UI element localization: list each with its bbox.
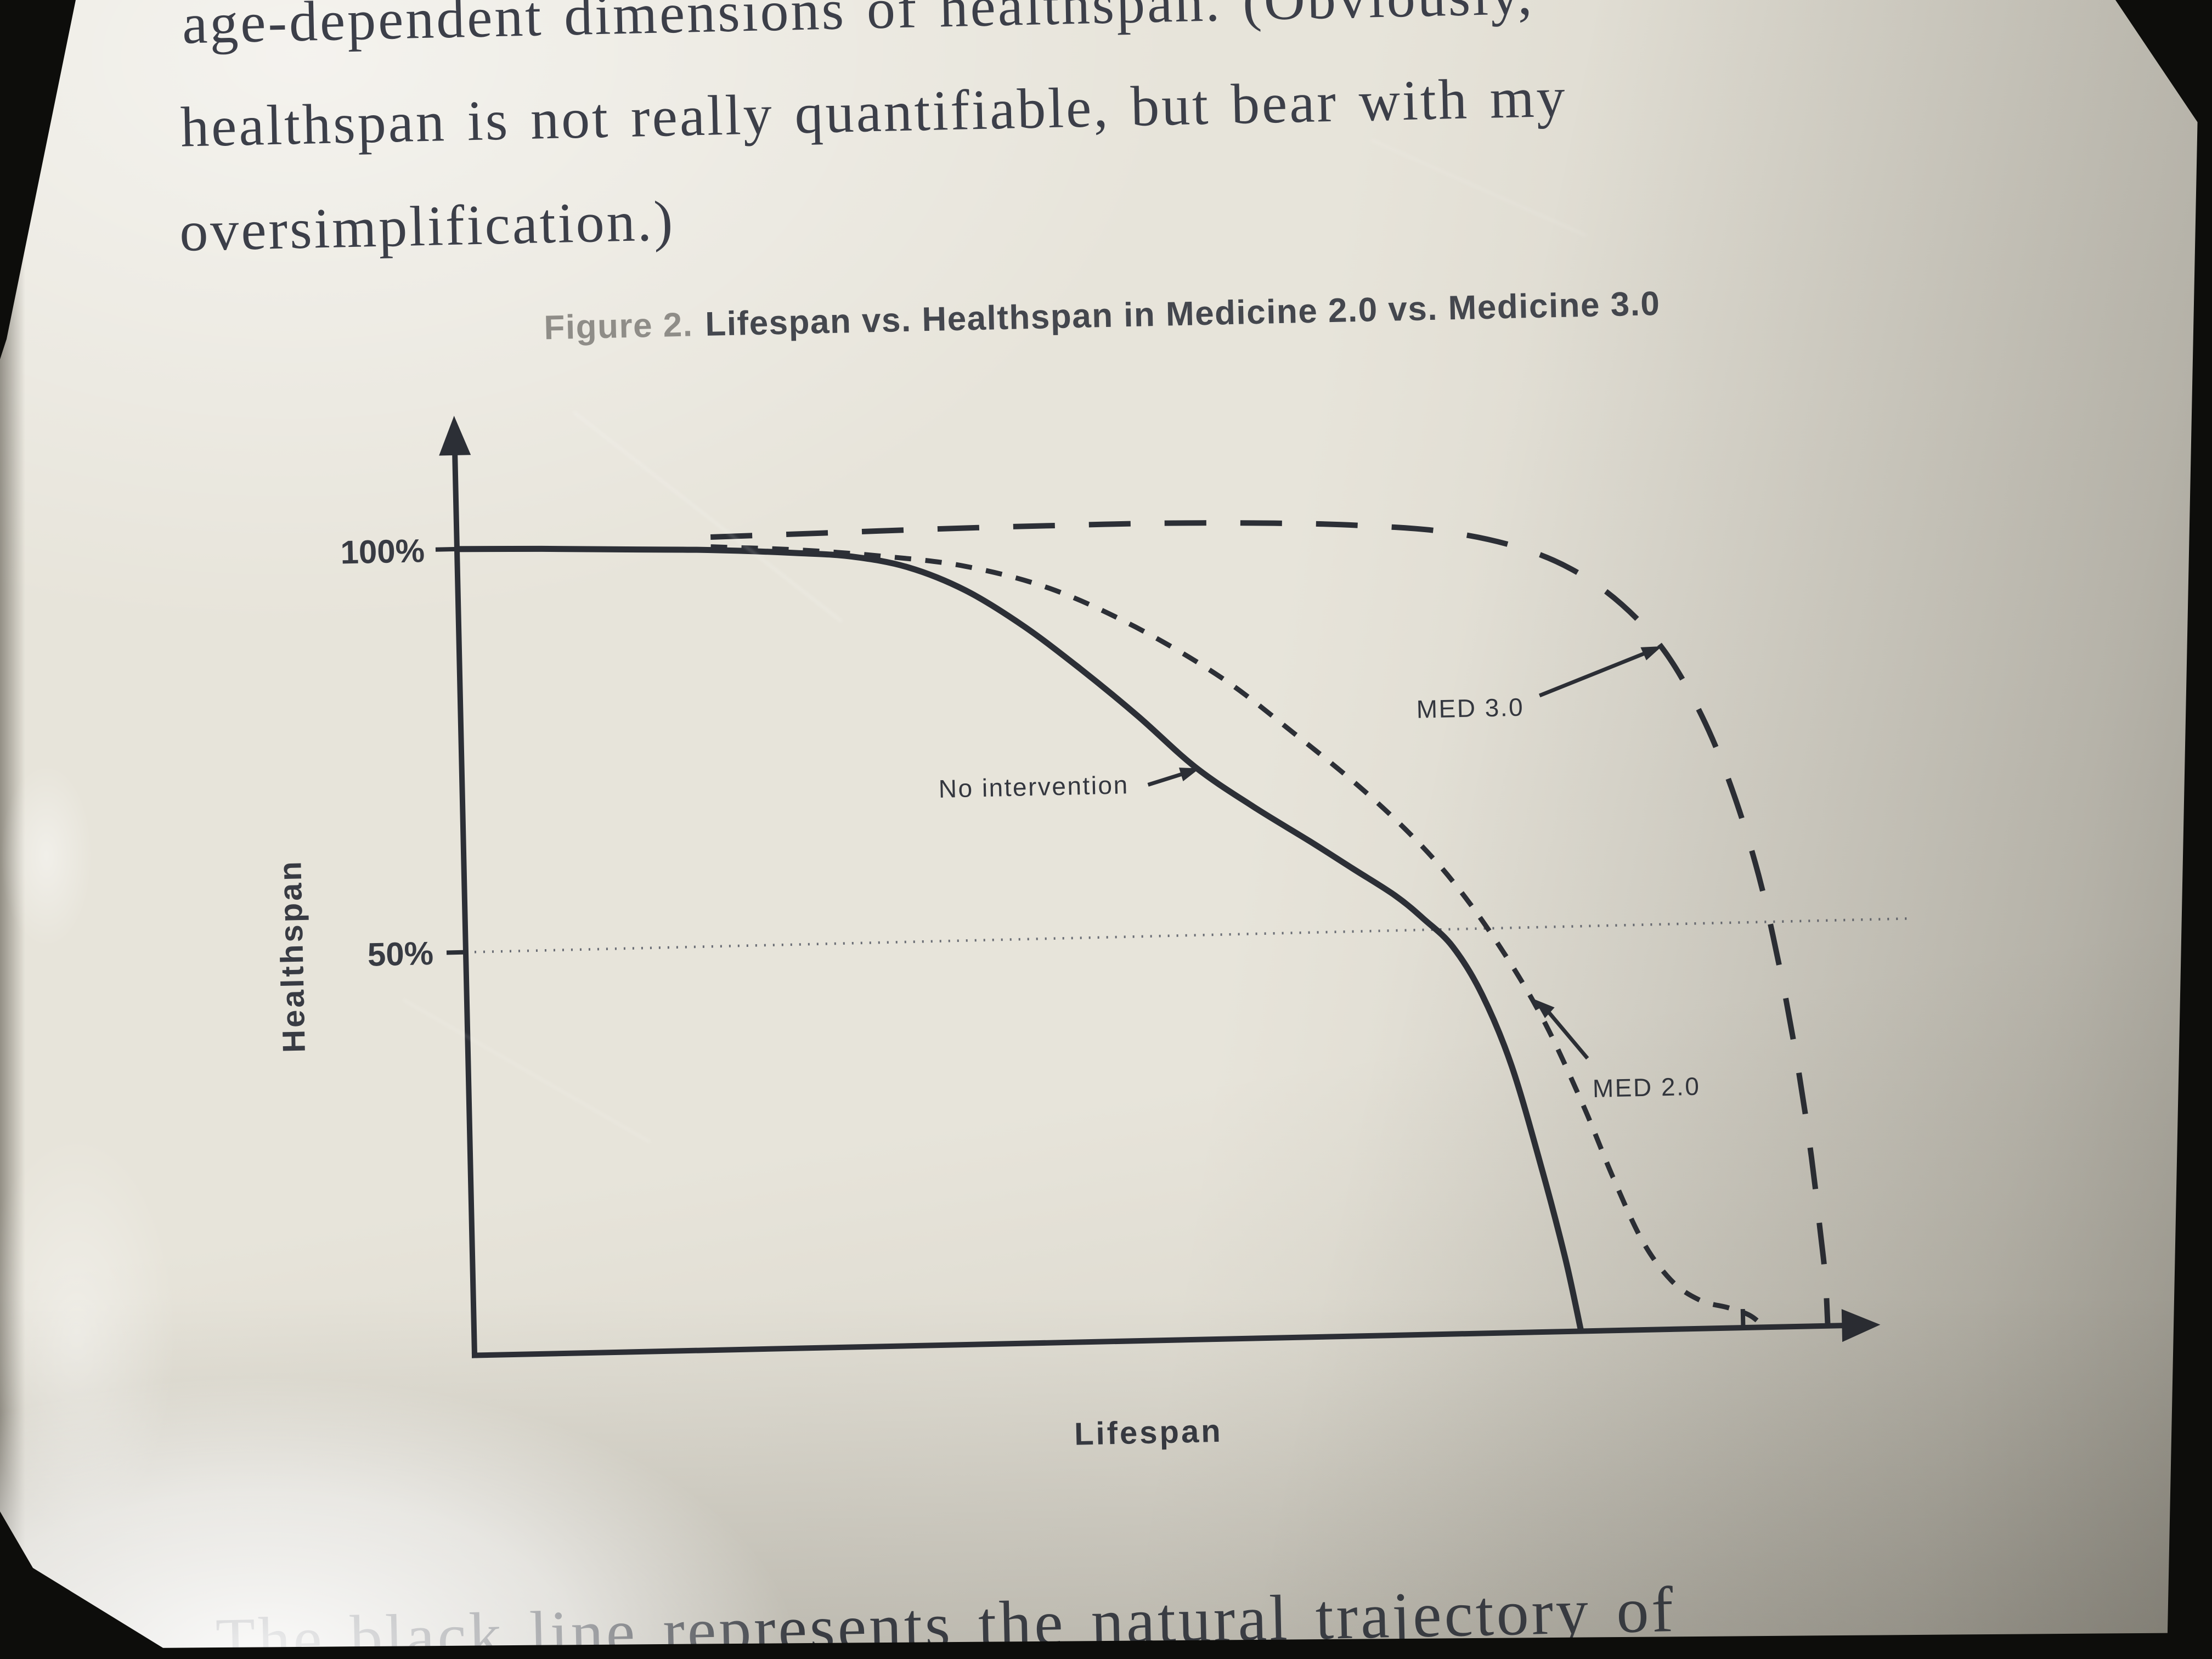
- curve-med-3-0: [710, 520, 1831, 1326]
- figure-caption-number: Figure 2.: [543, 306, 694, 347]
- annotation-no-intervention: No intervention: [938, 770, 1129, 803]
- body-text-line-2: healthspan is not really quantifiable, b…: [179, 65, 1568, 159]
- x-axis: [471, 1322, 1850, 1358]
- figure-caption-title: Lifespan vs. Healthspan in Medicine 2.0 …: [704, 284, 1661, 343]
- annotation-med-2-0: MED 2.0: [1592, 1072, 1701, 1103]
- body-text-bottom-line: The black line represents the natural tr…: [215, 1573, 1677, 1659]
- body-text-line-1: age-dependent dimensions of healthspan. …: [181, 0, 1535, 56]
- y-axis-title: Healthspan: [272, 859, 312, 1053]
- tick-50-percent: [446, 950, 467, 955]
- fifty-percent-dotted-line: [465, 917, 1909, 953]
- tick-100-percent: [435, 546, 480, 552]
- no-intervention-arrow: [1147, 772, 1183, 787]
- med-2-0-arrow: [1547, 1010, 1589, 1060]
- figure-caption: Figure 2. Lifespan vs. Healthspan in Medi…: [208, 277, 1997, 355]
- no-intervention-arrowhead-icon: [1178, 768, 1200, 782]
- y-axis: [452, 444, 478, 1358]
- body-text-line-3: oversimplification.): [178, 189, 676, 263]
- annotation-med-3-0: MED 3.0: [1416, 693, 1525, 724]
- med-3-0-arrowhead-icon: [1640, 646, 1662, 661]
- x-axis-arrow-icon: [1841, 1309, 1881, 1342]
- med-3-0-arrow: [1538, 651, 1646, 698]
- ytick-label-100: 100%: [340, 532, 425, 571]
- y-axis-arrow-icon: [439, 415, 471, 456]
- curve-med-2-0: [710, 544, 1766, 1329]
- x-axis-title: Lifespan: [1074, 1413, 1223, 1452]
- ytick-label-50: 50%: [367, 935, 434, 973]
- lifespan-vs-healthspan-chart: 100% 50% Healthspan Lifespan No interven…: [272, 415, 1909, 1452]
